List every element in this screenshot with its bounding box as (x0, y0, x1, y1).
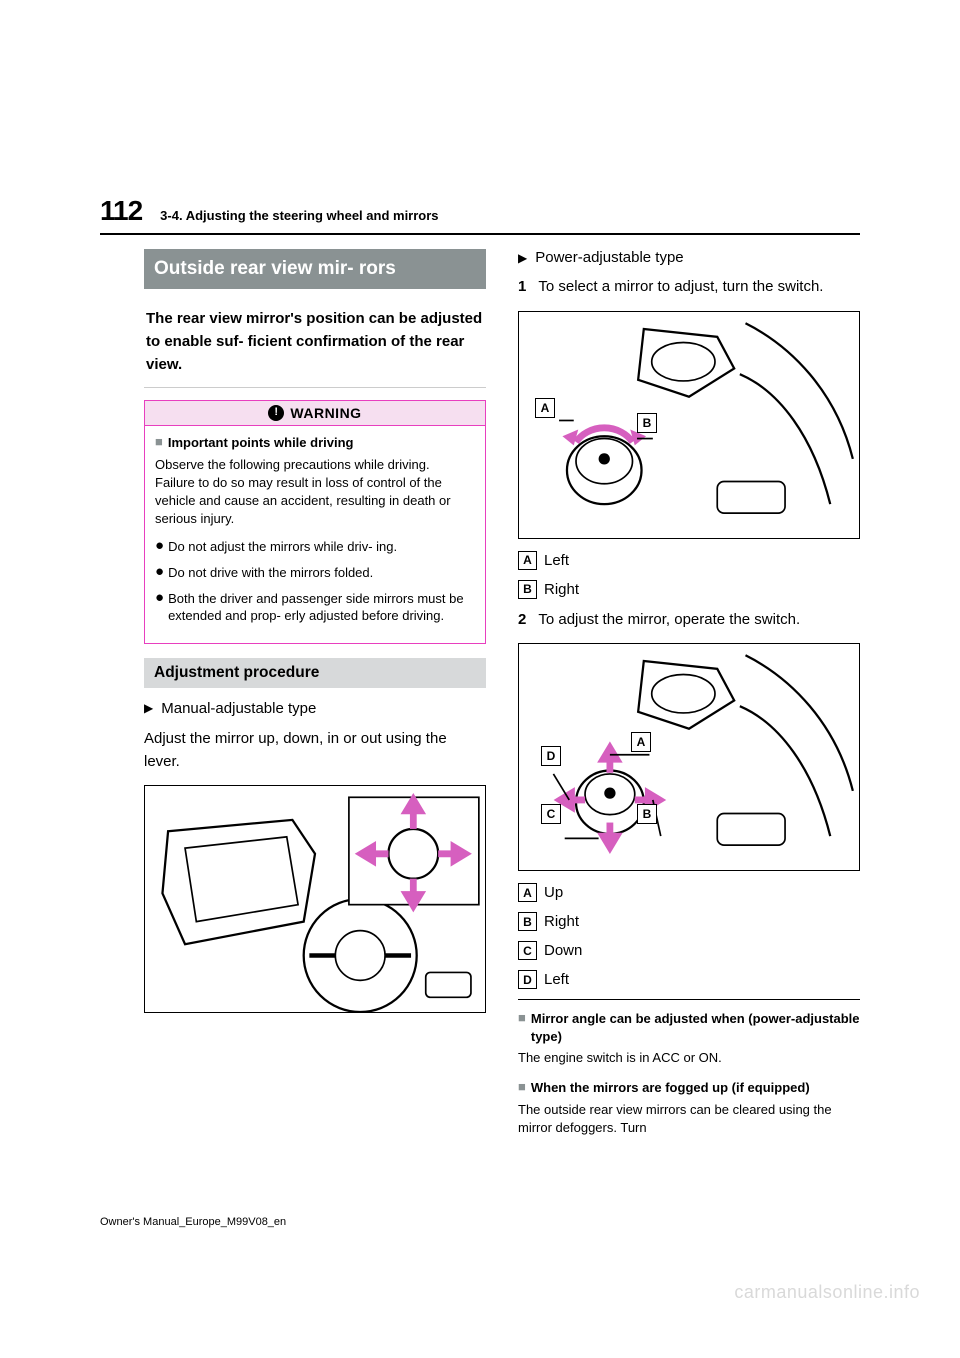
square-bullet-icon: ■ (518, 1079, 526, 1097)
step-text: To adjust the mirror, operate the switch… (538, 609, 800, 632)
legend-letter: C (518, 941, 537, 960)
legend-row: B Right (518, 912, 860, 931)
triangle-icon: ▶ (518, 251, 527, 265)
legend-row: A Left (518, 551, 860, 570)
variant-row: ▶ Power-adjustable type (518, 249, 860, 266)
fig-label-a: A (631, 732, 651, 752)
thin-rule (518, 999, 860, 1000)
note-heading: ■ Mirror angle can be adjusted when (pow… (518, 1010, 860, 1045)
legend-row: B Right (518, 580, 860, 599)
figure-select-mirror: A B (518, 311, 860, 539)
bullet-icon: ● (155, 538, 164, 556)
manual-type-label: Manual-adjustable type (161, 700, 316, 717)
page-number: 112 (100, 195, 142, 227)
step-number: 2 (518, 609, 526, 632)
legend-row: C Down (518, 941, 860, 960)
legend-label: Left (544, 971, 569, 988)
legend-letter: B (518, 580, 537, 599)
figure-adjust-mirror: A B C D (518, 643, 860, 871)
warning-head: ! WARNING (145, 401, 485, 426)
note-heading: ■ When the mirrors are fogged up (if equ… (518, 1079, 860, 1097)
warning-icon: ! (268, 405, 284, 421)
legend-letter: A (518, 883, 537, 902)
note-body: The engine switch is in ACC or ON. (518, 1049, 860, 1067)
step-number: 1 (518, 276, 526, 299)
fig-label-b: B (637, 413, 657, 433)
two-column-layout: Outside rear view mir- rors The rear vie… (100, 245, 860, 1149)
variant-row: ▶ Manual-adjustable type (144, 700, 486, 717)
legend-label: Left (544, 552, 569, 569)
fig-label-c: C (541, 804, 561, 824)
section-path: 3-4. Adjusting the steering wheel and mi… (160, 208, 438, 223)
bullet-icon: ● (155, 564, 164, 582)
watermark: carmanualsonline.info (734, 1282, 920, 1303)
note-title: Mirror angle can be adjusted when (power… (531, 1010, 860, 1045)
warning-para: Observe the following precautions while … (155, 456, 475, 529)
legend-label: Down (544, 942, 582, 959)
topic-title: Outside rear view mir- rors (144, 249, 486, 289)
left-column: Outside rear view mir- rors The rear vie… (144, 245, 486, 1149)
sub-heading: Adjustment procedure (144, 658, 486, 688)
step-row: 1 To select a mirror to adjust, turn the… (518, 276, 860, 299)
lead-text: The rear view mirror's position can be a… (144, 303, 486, 388)
warning-box: ! WARNING ■ Important points while drivi… (144, 400, 486, 644)
page-header: 112 3-4. Adjusting the steering wheel an… (100, 195, 860, 227)
note-body: The outside rear view mirrors can be cle… (518, 1101, 860, 1137)
right-column: ▶ Power-adjustable type 1 To select a mi… (518, 245, 860, 1149)
footer-doc-id: Owner's Manual_Europe_M99V08_en (100, 1216, 286, 1228)
warning-body: ■ Important points while driving Observe… (145, 426, 485, 643)
legend-label: Right (544, 913, 579, 930)
legend-label: Right (544, 581, 579, 598)
warning-subtitle: Important points while driving (168, 434, 354, 452)
warning-item: ●Do not adjust the mirrors while driv- i… (155, 538, 475, 556)
warning-item: ●Both the driver and passenger side mirr… (155, 590, 475, 625)
figure-manual-mirror (144, 785, 486, 1013)
step-row: 2 To adjust the mirror, operate the swit… (518, 609, 860, 632)
legend-label: Up (544, 884, 563, 901)
square-bullet-icon: ■ (518, 1010, 526, 1045)
legend-letter: B (518, 912, 537, 931)
note-title: When the mirrors are fogged up (if equip… (531, 1079, 810, 1097)
triangle-icon: ▶ (144, 701, 153, 715)
header-rule (100, 233, 860, 235)
warning-label: WARNING (290, 405, 361, 421)
legend-row: D Left (518, 970, 860, 989)
power-type-label: Power-adjustable type (535, 249, 683, 266)
square-bullet-icon: ■ (155, 434, 163, 452)
fig-label-b: B (637, 804, 657, 824)
bullet-icon: ● (155, 590, 164, 625)
manual-text: Adjust the mirror up, down, in or out us… (144, 727, 486, 774)
fig-label-d: D (541, 746, 561, 766)
legend-row: A Up (518, 883, 860, 902)
fig-label-a: A (535, 398, 555, 418)
warning-list: ●Do not adjust the mirrors while driv- i… (155, 538, 475, 624)
legend-letter: A (518, 551, 537, 570)
manual-page: 112 3-4. Adjusting the steering wheel an… (0, 0, 960, 1149)
warning-item: ●Do not drive with the mirrors folded. (155, 564, 475, 582)
step-text: To select a mirror to adjust, turn the s… (538, 276, 823, 299)
legend-letter: D (518, 970, 537, 989)
